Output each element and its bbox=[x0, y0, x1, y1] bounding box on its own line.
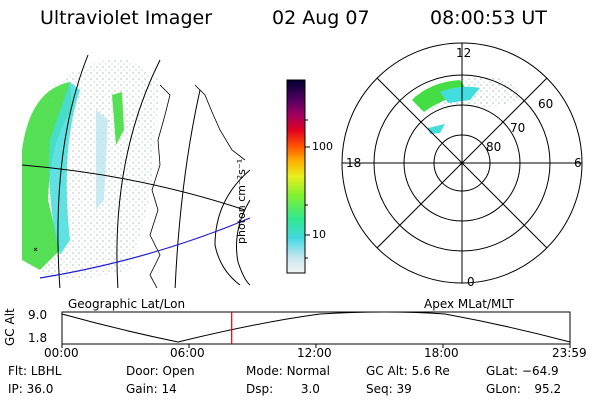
ip-value: 36.0 bbox=[26, 382, 54, 396]
geo-map-label: Geographic Lat/Lon bbox=[68, 297, 186, 311]
glat-value: −64.9 bbox=[521, 364, 559, 378]
filter-value: LBHL bbox=[30, 364, 62, 378]
ip-info: IP: 36.0 bbox=[8, 382, 53, 396]
gcalt-label: GC Alt: bbox=[366, 364, 408, 378]
glat-info: GLat: −64.9 bbox=[486, 364, 559, 378]
mlat-label-80: 80 bbox=[486, 140, 502, 154]
gcalt-value: 5.6 Re bbox=[411, 364, 450, 378]
altitude-curve bbox=[61, 311, 571, 343]
glon-info: GLon: 95.2 bbox=[486, 382, 561, 396]
time-label: 08:00:53 UT bbox=[430, 7, 547, 29]
mode-info: Mode: Normal bbox=[246, 364, 330, 378]
mlt-label-18: 18 bbox=[346, 156, 362, 170]
glat-label: GLat: bbox=[486, 364, 519, 378]
gain-value: 14 bbox=[161, 382, 177, 396]
mlat-label-70: 70 bbox=[510, 121, 526, 135]
mlt-label-0: 0 bbox=[467, 275, 475, 289]
colorbar bbox=[286, 79, 306, 274]
xtick-label-1800: 18:00 bbox=[424, 346, 459, 360]
dsp-value: 3.0 bbox=[300, 382, 320, 396]
ip-label: IP: bbox=[8, 382, 23, 396]
door-label: Door: bbox=[126, 364, 159, 378]
mode-label: Mode: bbox=[246, 364, 283, 378]
xtick-label-0600: 06:00 bbox=[170, 346, 205, 360]
colorbar-tick-100: 100 bbox=[312, 140, 333, 153]
satellite-track-line bbox=[39, 217, 250, 279]
gain-info: Gain: 14 bbox=[126, 382, 177, 396]
mlt-label-12: 12 bbox=[456, 46, 472, 60]
geographic-map bbox=[22, 54, 250, 288]
altitude-plot bbox=[61, 311, 571, 348]
altitude-ylabel: GC Alt bbox=[3, 308, 17, 346]
seq-label: Seq: bbox=[366, 382, 393, 396]
app-title: Ultraviolet Imager bbox=[40, 7, 213, 29]
colorbar-unit-label: photon cm⁻²s⁻¹ bbox=[235, 158, 248, 244]
colorbar-tick-10: 10 bbox=[312, 228, 326, 241]
filter-info: Flt: LBHL bbox=[8, 364, 61, 378]
altitude-ytick-high: 9.0 bbox=[28, 308, 48, 322]
mlat-label-60: 60 bbox=[538, 97, 554, 111]
date-label: 02 Aug 07 bbox=[272, 7, 370, 29]
polar-map-label: Apex MLat/MLT bbox=[424, 297, 514, 311]
seq-info: Seq: 39 bbox=[366, 382, 412, 396]
glon-label: GLon: bbox=[486, 382, 521, 396]
mlt-label-6: 6 bbox=[574, 156, 582, 170]
xtick-label-1200: 12:00 bbox=[297, 346, 332, 360]
dsp-info: Dsp: 3.0 bbox=[246, 382, 320, 396]
gain-label: Gain: bbox=[126, 382, 158, 396]
seq-value: 39 bbox=[396, 382, 412, 396]
door-info: Door: Open bbox=[126, 364, 195, 378]
gcalt-info: GC Alt: 5.6 Re bbox=[366, 364, 450, 378]
xtick-label-2359: 23:59 bbox=[552, 346, 587, 360]
polar-map bbox=[341, 42, 583, 284]
door-value: Open bbox=[162, 364, 195, 378]
dsp-label: Dsp: bbox=[246, 382, 274, 396]
filter-label: Flt: bbox=[8, 364, 27, 378]
glon-value: 95.2 bbox=[534, 382, 562, 396]
altitude-ytick-low: 1.8 bbox=[28, 331, 48, 345]
mode-value: Normal bbox=[286, 364, 330, 378]
xtick-label-0000: 00:00 bbox=[44, 346, 79, 360]
